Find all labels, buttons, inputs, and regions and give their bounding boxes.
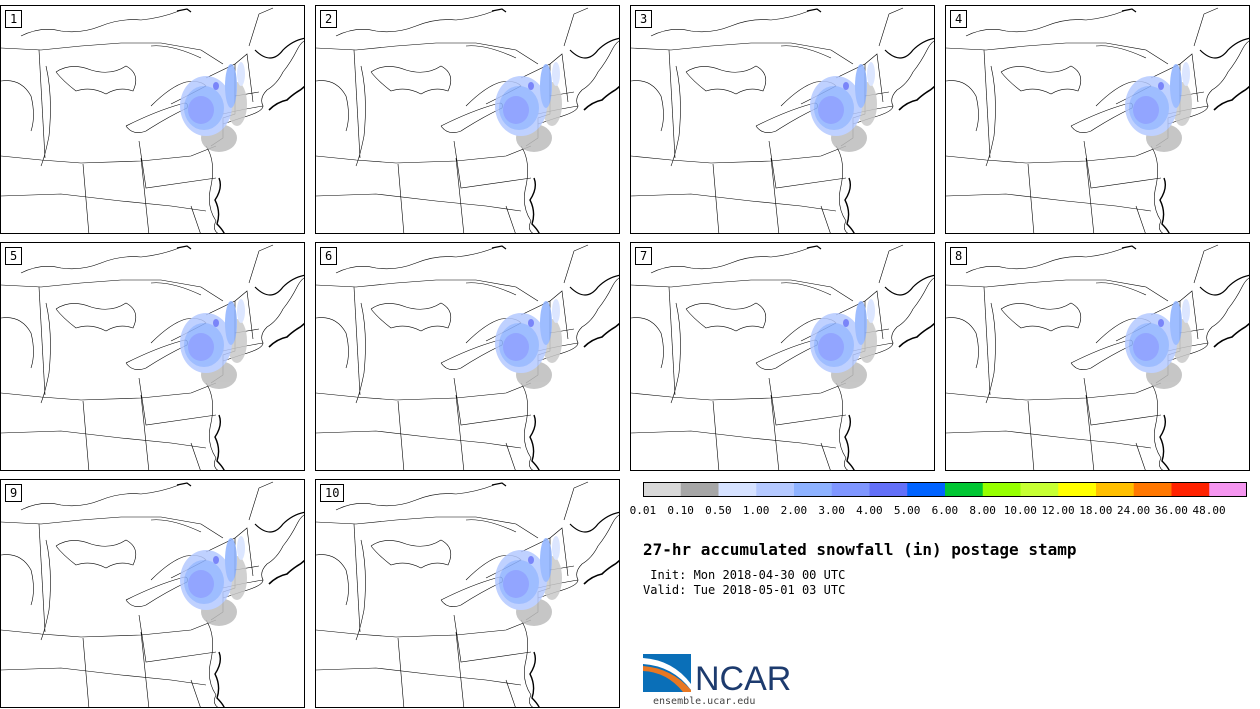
ncar-logo: NCAR <box>643 654 791 694</box>
colorbar-tick-label: 3.00 <box>818 504 845 517</box>
northeast-us-snowfall-map <box>1 7 304 233</box>
colorbar-tick-label: 0.01 <box>629 504 657 517</box>
colorbar-segment <box>756 482 795 497</box>
colorbar-segment <box>982 482 1021 497</box>
colorbar-tick-label: 48.00 <box>1192 504 1226 517</box>
northeast-us-snowfall-map <box>316 244 619 470</box>
postage-stamp-panel: 3 <box>630 5 935 234</box>
postage-stamp-panel: 8 <box>945 242 1250 471</box>
northeast-us-snowfall-map <box>946 7 1249 233</box>
member-number-label: 1 <box>5 10 23 28</box>
postage-stamp-panel: 7 <box>630 242 935 471</box>
colorbar-tick-label: 0.50 <box>705 504 732 517</box>
colorbar-segment <box>1209 482 1247 497</box>
member-number-label: 6 <box>320 247 338 265</box>
colorbar-segment <box>1171 482 1210 497</box>
colorbar-tick-label: 6.00 <box>931 504 959 517</box>
member-number-label: 9 <box>5 484 23 502</box>
colorbar-tick-label: 2.00 <box>780 504 808 517</box>
snowfall-colorbar <box>643 482 1247 497</box>
postage-stamp-panel: 1 <box>0 5 305 234</box>
init-time: Init: Mon 2018-04-30 00 UTC <box>643 568 846 582</box>
member-number-label: 2 <box>320 10 338 28</box>
colorbar-segment <box>1058 482 1097 497</box>
colorbar-segment <box>680 482 719 497</box>
member-number-label: 10 <box>320 484 345 502</box>
colorbar-tick-label: 36.00 <box>1154 504 1188 517</box>
colorbar-segment <box>945 482 984 497</box>
colorbar-segment <box>831 482 870 497</box>
northeast-us-snowfall-map <box>946 244 1249 470</box>
colorbar-segment <box>907 482 946 497</box>
colorbar-tick-labels: 0.01 0.10 0.50 1.00 2.00 3.00 4.00 5.00 6.00 8.00… <box>629 504 1259 518</box>
colorbar-outline <box>643 482 1247 497</box>
colorbar-tick-label: 4.00 <box>856 504 883 517</box>
colorbar-tick-label: 8.00 <box>969 504 996 517</box>
member-number-label: 3 <box>635 10 653 28</box>
colorbar-segment <box>1133 482 1172 497</box>
colorbar-segment <box>794 482 833 497</box>
valid-time: Valid: Tue 2018-05-01 03 UTC <box>643 583 846 597</box>
member-number-label: 8 <box>950 247 968 265</box>
member-number-label: 7 <box>635 247 653 265</box>
northeast-us-snowfall-map <box>631 244 934 470</box>
colorbar-tick-label: 12.00 <box>1041 504 1075 517</box>
colorbar-tick-label: 1.00 <box>742 504 770 517</box>
chart-title: 27-hr accumulated snowfall (in) postage … <box>643 540 1077 559</box>
website-url: ensemble.ucar.edu <box>653 696 756 707</box>
northeast-us-snowfall-map <box>1 244 304 470</box>
colorbar-tick-label: 0.10 <box>667 504 694 517</box>
colorbar-segment <box>869 482 908 497</box>
colorbar-segment <box>1020 482 1059 497</box>
colorbar-segment <box>1096 482 1135 497</box>
svg-text:NCAR: NCAR <box>695 660 791 694</box>
postage-stamp-panel: 5 <box>0 242 305 471</box>
colorbar-tick-label: 5.00 <box>893 504 921 517</box>
colorbar-segment <box>718 482 757 497</box>
postage-stamp-panel: 6 <box>315 242 620 471</box>
postage-stamp-panel: 2 <box>315 5 620 234</box>
colorbar-segment <box>643 482 682 497</box>
northeast-us-snowfall-map <box>1 481 304 707</box>
postage-stamp-panel: 9 <box>0 479 305 708</box>
northeast-us-snowfall-map <box>316 7 619 233</box>
northeast-us-snowfall-map <box>316 481 619 707</box>
member-number-label: 5 <box>5 247 23 265</box>
colorbar-tick-label: 24.00 <box>1117 504 1151 517</box>
colorbar-tick-label: 18.00 <box>1079 504 1113 517</box>
member-number-label: 4 <box>950 10 968 28</box>
postage-stamp-panel: 4 <box>945 5 1250 234</box>
northeast-us-snowfall-map <box>631 7 934 233</box>
colorbar-tick-label: 10.00 <box>1003 504 1037 517</box>
postage-stamp-panel: 10 <box>315 479 620 708</box>
